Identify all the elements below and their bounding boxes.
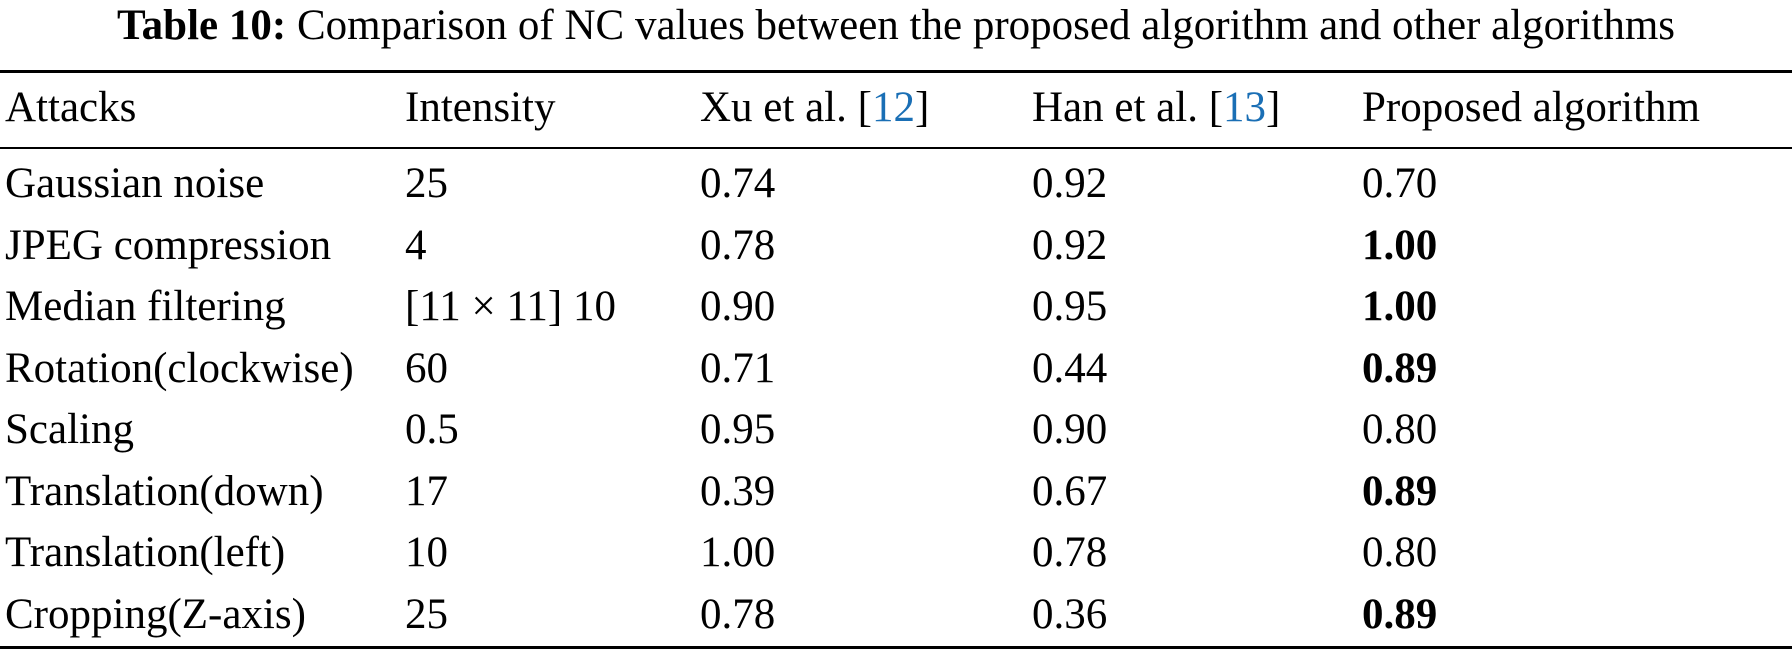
- header-xu: Xu et al. [12]: [700, 77, 929, 139]
- proposed-value-cell: 0.89: [1362, 344, 1438, 392]
- header-xu-text: Xu et al. [: [700, 84, 872, 131]
- table-row: JPEG compression 4 0.78 0.92 1.00: [0, 215, 1792, 277]
- caption-label: Table 10:: [116, 2, 287, 49]
- xu-value-cell: 0.90: [700, 283, 776, 330]
- header-intensity: Intensity: [405, 77, 555, 139]
- attack-cell: Translation(down): [5, 467, 324, 515]
- header-xu-bracket: ]: [914, 84, 930, 131]
- header-proposed: Proposed algorithm: [1362, 77, 1700, 139]
- citation-link[interactable]: 13: [1223, 84, 1267, 131]
- xu-value-cell: 0.78: [700, 590, 776, 638]
- han-value-cell: 0.92: [1032, 221, 1108, 269]
- proposed-value-cell: 0.89: [1362, 590, 1438, 638]
- intensity-cell: 10: [405, 529, 448, 576]
- intensity-cell: 25: [405, 160, 448, 207]
- han-value-cell: 0.90: [1032, 406, 1108, 453]
- citation-link[interactable]: 12: [871, 84, 915, 131]
- intensity-cell: 0.5: [405, 406, 459, 453]
- attack-cell: Gaussian noise: [5, 160, 265, 207]
- xu-value-cell: 0.71: [700, 344, 776, 392]
- header-attacks: Attacks: [5, 77, 136, 139]
- intensity-cell: 17: [405, 467, 448, 515]
- header-han-text: Han et al. [: [1032, 84, 1224, 131]
- header-intensity-text: Intensity: [405, 84, 556, 131]
- header-han-bracket: ]: [1266, 84, 1281, 131]
- han-value-cell: 0.78: [1032, 529, 1108, 576]
- intensity-cell: 60: [405, 344, 448, 392]
- attack-cell: Translation(left): [5, 529, 286, 576]
- table-row: Gaussian noise 25 0.74 0.92 0.70: [0, 153, 1792, 215]
- table-caption: Table 10: Comparison of NC values betwee…: [0, 0, 1792, 52]
- xu-value-cell: 0.74: [700, 160, 776, 207]
- table-row: Rotation(clockwise) 60 0.71 0.44 0.89: [0, 338, 1792, 400]
- attack-cell: Median filtering: [5, 283, 286, 330]
- attack-cell: Rotation(clockwise): [5, 344, 354, 392]
- proposed-value-cell: 0.89: [1362, 467, 1438, 515]
- xu-value-cell: 1.00: [700, 529, 776, 576]
- intensity-cell: 4: [405, 221, 427, 269]
- table-row: Translation(left) 10 1.00 0.78 0.80: [0, 522, 1792, 584]
- table-row: Median filtering [11 × 11] 10 0.90 0.95 1.00: [0, 276, 1792, 338]
- header-attacks-text: Attacks: [5, 84, 137, 131]
- han-value-cell: 0.95: [1032, 283, 1108, 330]
- proposed-value-cell: 1.00: [1362, 221, 1438, 269]
- table-row: Translation(down) 17 0.39 0.67 0.89: [0, 461, 1792, 523]
- xu-value-cell: 0.39: [700, 467, 776, 515]
- intensity-cell: [11 × 11] 10: [405, 283, 616, 330]
- header-han: Han et al. [13]: [1032, 77, 1280, 139]
- table-row: Cropping(Z-axis) 25 0.78 0.36 0.89: [0, 584, 1792, 646]
- proposed-value-cell: 0.80: [1362, 406, 1438, 453]
- proposed-value-cell: 0.70: [1362, 160, 1438, 207]
- attack-cell: Cropping(Z-axis): [5, 590, 306, 638]
- attack-cell: Scaling: [5, 406, 134, 453]
- han-value-cell: 0.44: [1032, 344, 1108, 392]
- caption-text: Comparison of NC values between the prop…: [296, 2, 1676, 49]
- top-rule: [0, 70, 1792, 73]
- header-proposed-text: Proposed algorithm: [1362, 84, 1700, 131]
- header-rule: [0, 147, 1792, 149]
- xu-value-cell: 0.78: [700, 221, 776, 269]
- proposed-value-cell: 0.80: [1362, 529, 1438, 576]
- han-value-cell: 0.36: [1032, 590, 1108, 638]
- header-row: Attacks Intensity Xu et al. [12] Han et al.…: [0, 77, 1792, 139]
- bottom-rule: [0, 646, 1792, 649]
- proposed-value-cell: 1.00: [1362, 283, 1438, 330]
- xu-value-cell: 0.95: [700, 406, 776, 453]
- han-value-cell: 0.67: [1032, 467, 1108, 515]
- table-row: Scaling 0.5 0.95 0.90 0.80: [0, 399, 1792, 461]
- han-value-cell: 0.92: [1032, 160, 1108, 207]
- attack-cell: JPEG compression: [5, 221, 332, 269]
- intensity-cell: 25: [405, 590, 448, 638]
